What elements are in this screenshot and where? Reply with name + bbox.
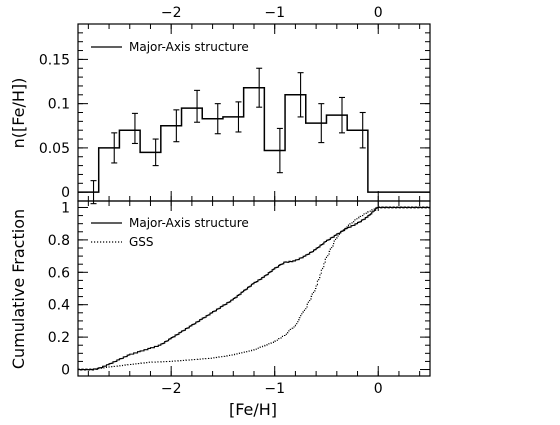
bottom-panel-y-tick-label: 0.2	[48, 330, 70, 346]
histogram-steps	[78, 86, 430, 193]
bottom-panel-x-tick-labels: −2 −1 0	[161, 381, 383, 397]
bottom-panel-y-tick-label: 1	[61, 200, 70, 216]
bottom-panel: −2 −1 0 0 0.2 0.4 0.6 0.8 1 [Fe/H] Cumulative F…	[9, 200, 431, 419]
bottom-panel-x-axis-title: [Fe/H]	[229, 400, 277, 419]
top-panel-y-tick-label: 0.05	[39, 141, 70, 157]
bottom-panel-x-tick-label: −2	[161, 381, 182, 397]
top-panel-y-tick-label: 0.1	[48, 97, 70, 113]
top-panel-y-tick-label: 0.15	[39, 52, 70, 68]
bottom-panel-x-tick-label: 0	[374, 381, 383, 397]
top-panel-ticks	[78, 24, 430, 201]
bottom-legend: Major-Axis structure GSS	[91, 216, 249, 249]
top-panel-y-tick-labels: 0 0.05 0.1 0.15	[39, 52, 70, 201]
bottom-panel-y-tick-labels: 0 0.2 0.4 0.6 0.8 1	[48, 200, 70, 378]
bottom-legend-label-gss: GSS	[129, 235, 154, 249]
bottom-panel-y-tick-label: 0	[61, 363, 70, 379]
bottom-panel-ticks	[78, 201, 430, 376]
top-panel-x-tick-label: −2	[161, 5, 182, 21]
cumulative-line-major-axis	[77, 206, 430, 371]
top-panel-x-tick-label: 0	[374, 5, 383, 21]
top-panel: −2 −1 0 0 0.05 0.1 0.15 n([Fe/H]) Major-Axis …	[9, 5, 431, 205]
cumulative-line-gss	[78, 206, 430, 371]
top-panel-x-tick-label: −1	[264, 5, 285, 21]
bottom-panel-y-tick-label: 0.4	[48, 298, 70, 314]
histogram-error-bars	[90, 67, 366, 205]
top-legend-label-major-axis: Major-Axis structure	[129, 40, 249, 54]
top-legend: Major-Axis structure	[91, 40, 249, 54]
bottom-panel-y-tick-label: 0.6	[48, 265, 70, 281]
bottom-panel-y-axis-title: Cumulative Fraction	[9, 209, 28, 369]
bottom-panel-x-tick-label: −1	[264, 381, 285, 397]
top-panel-x-tick-labels: −2 −1 0	[161, 5, 383, 21]
top-panel-y-axis-title: n([Fe/H])	[9, 78, 28, 149]
bottom-legend-label-major-axis: Major-Axis structure	[129, 216, 249, 230]
bottom-panel-y-tick-label: 0.8	[48, 233, 70, 249]
top-panel-y-tick-label: 0	[61, 185, 70, 201]
